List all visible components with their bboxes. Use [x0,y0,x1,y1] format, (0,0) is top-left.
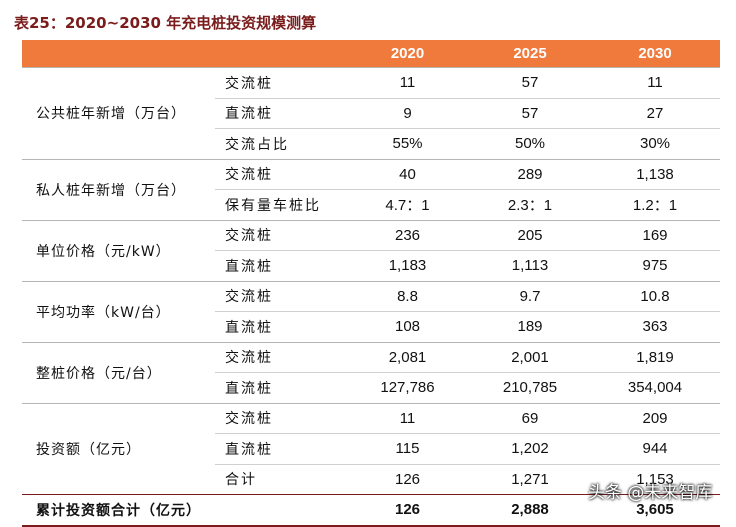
header-cell [22,40,345,68]
cell: 9.7 [470,280,590,312]
cell: 1,202 [470,433,590,464]
cell: 975 [590,250,720,281]
cell: 210,785 [470,372,590,403]
table-row: 直流桩 115 1,202 944 [22,433,720,464]
group-label: 平均功率（kW/台） [22,280,215,342]
cell: 2.3：1 [470,189,590,220]
cell: 10.8 [590,280,720,312]
total-cell: 2,888 [470,494,590,527]
group-label: 公共桩年新增（万台） [22,67,215,159]
cell: 40 [345,158,470,190]
cell: 4.7：1 [345,189,470,220]
table-row: 直流桩 127,786 210,785 354,004 [22,372,720,403]
group-label: 单位价格（元/kW） [22,219,215,281]
row-label: 交流桩 [215,341,345,373]
cell: 27 [590,97,720,129]
row-label: 交流桩 [215,219,345,251]
cell: 236 [345,219,470,251]
cell: 30% [590,128,720,159]
table-row: 交流占比 55% 50% 30% [22,128,720,159]
cell: 11 [590,67,720,98]
cell: 169 [590,219,720,251]
cell: 1,138 [590,158,720,190]
total-label: 累计投资额合计（亿元） [22,494,345,527]
cell: 1,183 [345,250,470,281]
row-label: 直流桩 [215,311,345,342]
cell: 205 [470,219,590,251]
row-label: 直流桩 [215,433,345,464]
row-label: 交流桩 [215,158,345,190]
table-row: 公共桩年新增（万台） 交流桩 11 57 11 [22,67,720,159]
group-label: 投资额（亿元） [22,402,215,495]
row-label: 交流桩 [215,280,345,312]
row-label: 交流桩 [215,67,345,98]
row-label: 合计 [215,463,345,495]
cell: 126 [345,463,470,495]
table-row: 直流桩 9 57 27 [22,97,720,129]
cell: 9 [345,97,470,129]
table: 2020 2025 2030 公共桩年新增（万台） 交流桩 11 57 11 直流桩 9 57 27 交… [22,40,720,527]
cell: 1,153 [590,463,720,495]
cell: 11 [345,402,470,434]
row-label: 交流桩 [215,402,345,434]
table-row: 合计 126 1,271 1,153 [22,463,720,495]
group-label: 私人桩年新增（万台） [22,158,215,220]
cell: 108 [345,311,470,342]
row-label: 交流占比 [215,128,345,159]
table-row: 保有量车桩比 4.7：1 2.3：1 1.2：1 [22,189,720,220]
cell: 289 [470,158,590,190]
cell: 8.8 [345,280,470,312]
group-label: 整桩价格（元/台） [22,341,215,403]
cell: 2,001 [470,341,590,373]
table-row: 单位价格（元/kW） 交流桩 236 205 169 [22,219,720,281]
table-row: 投资额（亿元） 交流桩 11 69 209 [22,402,720,495]
total-cell: 126 [345,494,470,527]
cell: 189 [470,311,590,342]
header-cell: 2025 [470,40,590,68]
cell: 1,113 [470,250,590,281]
table-row: 直流桩 108 189 363 [22,311,720,342]
watermark: 头条 @未来智库 [588,483,713,503]
cell: 363 [590,311,720,342]
table-row: 直流桩 1,183 1,113 975 [22,250,720,281]
cell: 69 [470,402,590,434]
cell: 57 [470,67,590,98]
table-row: 整桩价格（元/台） 交流桩 2,081 2,001 1,819 [22,341,720,403]
header-row: 2020 2025 2030 [22,40,720,68]
cell: 944 [590,433,720,464]
cell: 2,081 [345,341,470,373]
cell: 55% [345,128,470,159]
cell: 1.2：1 [590,189,720,220]
cell: 1,271 [470,463,590,495]
table-row: 私人桩年新增（万台） 交流桩 40 289 1,138 [22,158,720,220]
row-label: 保有量车桩比 [215,189,345,220]
cell: 115 [345,433,470,464]
header-cell: 2030 [590,40,720,68]
cell: 11 [345,67,470,98]
cell: 354,004 [590,372,720,403]
table-row: 平均功率（kW/台） 交流桩 8.8 9.7 10.8 [22,280,720,342]
cell: 1,819 [590,341,720,373]
cell: 127,786 [345,372,470,403]
page: {"title": "表25：2020~2030 年充电桩投资规模测算", "t… [14,14,720,527]
row-label: 直流桩 [215,97,345,129]
row-label: 直流桩 [215,372,345,403]
cell: 209 [590,402,720,434]
header-cell: 2020 [345,40,470,68]
cell: 57 [470,97,590,129]
table-title: 表25：2020~2030 年充电桩投资规模测算 [14,14,317,32]
row-label: 直流桩 [215,250,345,281]
cell: 50% [470,128,590,159]
